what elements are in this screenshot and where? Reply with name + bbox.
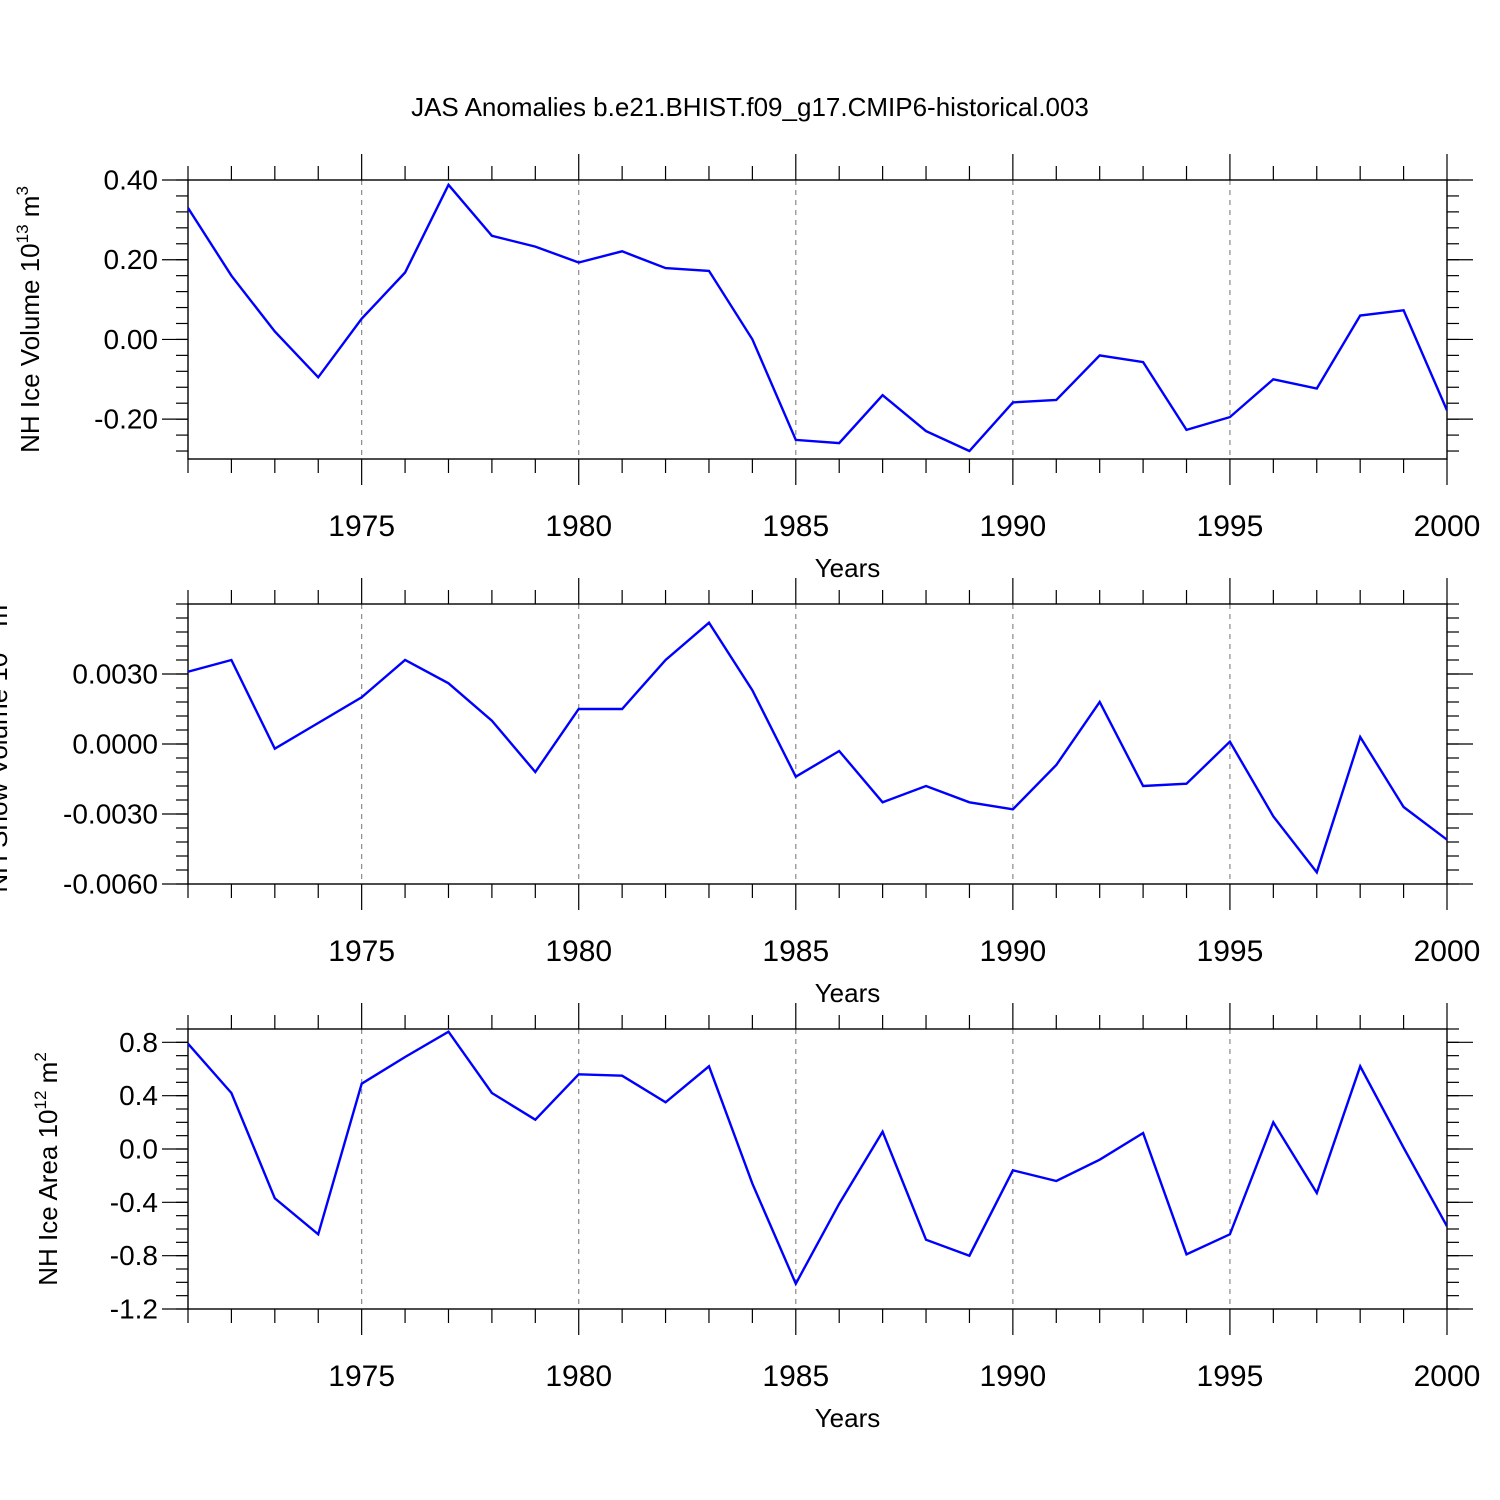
y-tick-label: 0.00 [104,324,159,355]
x-tick-label: 1985 [762,510,829,543]
y-tick-label: 0.40 [104,165,159,196]
y-tick-label: 0.4 [119,1080,158,1111]
y-axis-label: NH Ice Volume 1013 m3 [13,186,45,453]
y-tick-label: 0.8 [119,1027,158,1058]
y-tick-label: -0.0060 [63,869,158,900]
y-tick-label: -0.0030 [63,799,158,830]
panel-1: 0.40 0.20 0.00 -0.20 1975 1980 1985 1990 1995 200… [13,154,1480,583]
x-tick-label: 1995 [1197,935,1264,968]
x-tick-label: 2000 [1414,935,1481,968]
x-tick-label: 1985 [762,1360,829,1393]
x-tick-label: 1990 [979,1360,1046,1393]
x-tick-label: 1995 [1197,510,1264,543]
x-tick-label: 2000 [1414,1360,1481,1393]
y-axis-label: NH Snow Volume 1013 m3 [0,595,13,892]
y-tick-label: -1.2 [110,1294,158,1325]
series-line [188,1030,1447,1287]
x-tick-label: 2000 [1414,510,1481,543]
x-tick-label: 1990 [979,935,1046,968]
x-tick-label: 1975 [328,1360,395,1393]
x-tick-label: 1975 [328,510,395,543]
y-axis-label: NH Ice Area 1012 m2 [31,1052,63,1286]
x-axis-label: Years [815,1403,881,1433]
y-tick-label: 0.0 [119,1134,158,1165]
x-tick-label: 1980 [545,1360,612,1393]
plot-frame [187,1028,1448,1310]
panels: 0.40 0.20 0.00 -0.20 1975 1980 1985 1990 1995 200… [0,154,1480,1433]
x-axis-label: Years [815,978,881,1008]
y-tick-label: -0.8 [110,1240,158,1271]
x-tick-label: 1985 [762,935,829,968]
series-line [188,620,1447,875]
x-tick-label: 1980 [545,510,612,543]
plot-frame [187,603,1448,885]
chart-title: JAS Anomalies b.e21.BHIST.f09_g17.CMIP6-… [411,92,1089,122]
x-tick-label: 1990 [979,510,1046,543]
panel-3: 0.8 0.4 0.0 -0.4 -0.8 -1.2 1975 1980 1985 1990 199… [31,1003,1480,1433]
y-tick-label: 0.20 [104,244,159,275]
y-tick-label: -0.4 [110,1187,158,1218]
y-tick-label: 0.0000 [72,729,158,760]
y-tick-label: -0.20 [94,404,158,435]
x-tick-label: 1995 [1197,1360,1264,1393]
series-line [188,182,1447,453]
x-tick-label: 1980 [545,935,612,968]
plot-frame [187,179,1448,460]
panel-2: 0.0030 0.0000 -0.0030 -0.0060 1975 1980 1985 19… [0,578,1480,1008]
x-tick-label: 1975 [328,935,395,968]
x-axis-label: Years [815,553,881,583]
y-tick-label: 0.0030 [72,659,158,690]
